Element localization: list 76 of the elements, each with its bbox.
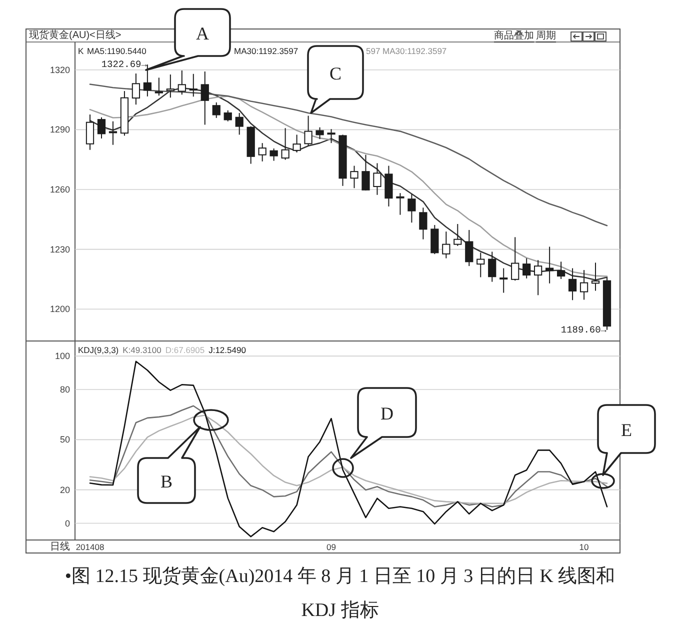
y-tick-label: 1230 [50, 244, 70, 254]
candlestick [200, 71, 209, 126]
candlestick [316, 126, 324, 140]
y-tick-label: 50 [60, 434, 70, 445]
text: K:49.3100 [122, 345, 162, 355]
chart-title: 现货黄金(AU)<日线> [29, 29, 122, 41]
candlestick [454, 223, 462, 246]
candlestick [511, 236, 520, 282]
candlestick [108, 120, 118, 146]
candlestick [224, 110, 232, 122]
text: D:67.6905 [165, 345, 205, 355]
candlestick [292, 134, 301, 153]
candlestick [166, 74, 174, 98]
x-axis-title: 日线 [50, 540, 70, 552]
y-tick-label: 20 [60, 484, 70, 495]
x-tick-label: 09 [326, 542, 336, 552]
annotation: A [196, 24, 209, 44]
candlestick [396, 192, 404, 216]
candlestick [178, 70, 186, 96]
candlestick [591, 262, 600, 292]
candlestick [350, 165, 358, 189]
text: •图 12.15 现货黄金(Au)2014 年 8 月 1 日至 10 月 3 日的日 K 线图和 KDJ 指标 [64, 565, 616, 623]
candlestick [304, 115, 312, 146]
y-tick-label: 80 [60, 384, 70, 394]
x-tick-label: 10 [579, 542, 590, 552]
candlestick [408, 194, 416, 224]
candlestick [281, 128, 290, 160]
candlestick [419, 207, 428, 240]
candlestick [132, 72, 140, 106]
y-tick-label: 1290 [50, 124, 70, 135]
y-tick-label: 0 [64, 518, 70, 528]
candlestick [258, 142, 266, 162]
text: 商品叠加 [494, 30, 534, 42]
candlestick [235, 112, 244, 136]
candlestick [97, 116, 106, 139]
candlestick [430, 224, 439, 255]
candlestick [488, 251, 496, 282]
y-tick-label: 1200 [50, 304, 70, 314]
annotation: K [78, 46, 84, 56]
candlestick [384, 165, 393, 207]
candlestick [476, 252, 485, 278]
candlestick [327, 128, 336, 144]
candlestick [522, 258, 531, 279]
y-tick-label: 1320 [50, 64, 70, 75]
candlestick [362, 154, 370, 192]
annotation: B [160, 472, 173, 492]
candlestick [442, 231, 450, 259]
candlestick [545, 246, 554, 284]
y-tick-label: 1260 [50, 184, 70, 195]
annotation: 597 MA30:1192.3597 [366, 46, 447, 56]
legend-title: KDJ(9,3,3) [78, 345, 119, 355]
annotation: D [380, 404, 394, 424]
annotation: MA30:1192.3597 [234, 46, 298, 56]
candlestick [270, 148, 278, 162]
annotation: 1189.60→ [560, 324, 607, 336]
text: E [621, 420, 632, 440]
annotation: MA5:1190.5440 [87, 46, 147, 56]
candlestick [154, 77, 163, 96]
annotation: C [329, 64, 342, 84]
candlestick [189, 73, 198, 98]
x-tick-label: 201408 [76, 542, 104, 552]
annotation: 1322.69→ [101, 59, 148, 70]
candlestick [212, 102, 220, 118]
candlestick [500, 268, 508, 294]
y-tick-label: 100 [54, 351, 70, 362]
candlestick [580, 270, 588, 300]
line-series [89, 84, 608, 226]
candlestick [86, 114, 94, 150]
line-series [89, 360, 608, 538]
candlestick [465, 229, 474, 267]
text: 周期 [536, 30, 556, 42]
candlestick [568, 268, 577, 301]
candlestick [373, 162, 382, 196]
text: J:12.5490 [208, 345, 246, 355]
candlestick [534, 260, 542, 296]
candlestick [556, 261, 566, 280]
